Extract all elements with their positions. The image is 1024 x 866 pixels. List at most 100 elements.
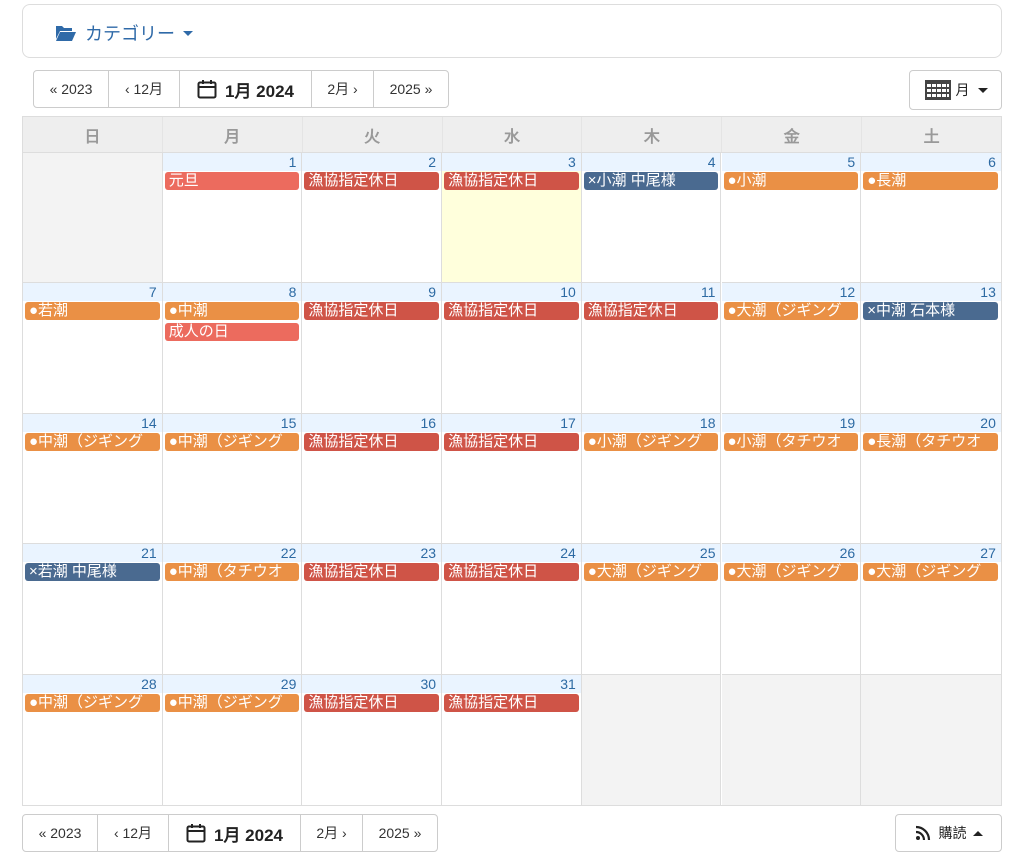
calendar-event[interactable]: ●若潮 — [25, 302, 160, 321]
calendar-event[interactable]: 漁協指定休日 — [304, 432, 440, 451]
day-number[interactable]: 15 — [162, 413, 302, 432]
day-number[interactable]: 31 — [442, 674, 581, 693]
day-number[interactable]: 22 — [162, 544, 302, 563]
subscribe-button[interactable]: 購読 — [895, 814, 1002, 852]
prev-month-button[interactable]: ‹ 12月 — [98, 815, 169, 851]
calendar-day[interactable]: 19 ●小潮（タチウオ — [721, 413, 862, 545]
view-mode-button[interactable]: 月 — [909, 70, 1002, 110]
day-number[interactable]: 6 — [861, 153, 1001, 171]
calendar-day[interactable]: 28 ●中潮（ジギング — [23, 674, 163, 805]
calendar-day[interactable]: 22 ●中潮（タチウオ — [162, 544, 303, 675]
day-number[interactable]: 18 — [581, 413, 721, 432]
calendar-day[interactable]: 9 漁協指定休日 — [302, 283, 443, 414]
day-number[interactable]: 28 — [23, 674, 162, 693]
calendar-day[interactable]: 21 ×若潮 中尾様 — [23, 544, 163, 675]
calendar-day[interactable]: 12 ●大潮（ジギング — [721, 283, 862, 414]
category-dropdown-button[interactable]: カテゴリー — [55, 20, 193, 46]
day-number[interactable]: 8 — [162, 283, 302, 302]
day-number[interactable]: 20 — [861, 413, 1001, 432]
next-year-button[interactable]: 2025 » — [389, 81, 433, 97]
calendar-event[interactable]: 漁協指定休日 — [444, 172, 579, 190]
calendar-event[interactable]: 元旦 — [164, 172, 300, 190]
calendar-event[interactable]: ●大潮（ジギング — [863, 563, 998, 582]
day-number[interactable]: 10 — [442, 283, 581, 302]
day-number[interactable]: 14 — [23, 413, 162, 432]
day-number[interactable]: 16 — [302, 413, 442, 432]
day-number[interactable]: 5 — [721, 153, 861, 171]
day-number[interactable]: 4 — [581, 153, 721, 171]
calendar-day[interactable]: 25 ●大潮（ジギング — [581, 544, 722, 675]
day-number[interactable]: 21 — [23, 544, 162, 563]
calendar-day[interactable]: 4 ×小潮 中尾様 — [581, 153, 722, 284]
calendar-day[interactable]: 17 漁協指定休日 — [442, 413, 582, 545]
calendar-event[interactable]: 成人の日 — [164, 323, 300, 342]
calendar-day[interactable]: 13 ×中潮 石本様 — [861, 283, 1001, 414]
day-number[interactable]: 25 — [581, 544, 721, 563]
day-number[interactable]: 24 — [442, 544, 581, 563]
prev-year-button[interactable]: « 2023 — [23, 815, 98, 851]
day-number[interactable]: 29 — [162, 674, 302, 693]
calendar-event[interactable]: ●大潮（ジギング — [723, 563, 859, 582]
calendar-event[interactable]: ×若潮 中尾様 — [25, 563, 160, 582]
next-year-button[interactable]: 2025 » — [378, 825, 422, 841]
calendar-day[interactable]: 14 ●中潮（ジギング — [23, 413, 163, 545]
day-number[interactable]: 2 — [302, 153, 442, 171]
current-month-button[interactable]: 1月 2024 — [180, 71, 312, 107]
calendar-event[interactable]: ●小潮（タチウオ — [723, 432, 859, 451]
day-number[interactable]: 23 — [302, 544, 442, 563]
day-number[interactable]: 27 — [861, 544, 1001, 563]
day-number[interactable]: 13 — [861, 283, 1001, 302]
calendar-event[interactable]: ●中潮（ジギング — [164, 693, 300, 712]
prev-month-button[interactable]: ‹ 12月 — [109, 71, 180, 107]
calendar-event[interactable]: 漁協指定休日 — [583, 302, 719, 321]
day-number[interactable]: 7 — [23, 283, 162, 302]
calendar-day[interactable]: 6 ●長潮 — [861, 153, 1001, 284]
calendar-day[interactable]: 5 ●小潮 — [721, 153, 862, 284]
calendar-day[interactable]: 20 ●長潮（タチウオ — [861, 413, 1001, 545]
day-number[interactable]: 1 — [162, 153, 302, 171]
calendar-event[interactable]: ●小潮 — [723, 172, 859, 190]
calendar-event[interactable]: ●小潮（ジギング — [583, 432, 719, 451]
calendar-day[interactable]: 23 漁協指定休日 — [302, 544, 443, 675]
calendar-day[interactable]: 7 ●若潮 — [23, 283, 163, 414]
day-number[interactable]: 26 — [721, 544, 861, 563]
day-number[interactable]: 30 — [302, 674, 442, 693]
calendar-day[interactable]: 8 ●中潮成人の日 — [162, 283, 303, 414]
day-number[interactable]: 19 — [721, 413, 861, 432]
calendar-day[interactable]: 18 ●小潮（ジギング — [581, 413, 722, 545]
next-month-button[interactable]: 2月 › — [301, 815, 363, 851]
day-number[interactable]: 9 — [302, 283, 442, 302]
day-number[interactable]: 11 — [581, 283, 721, 302]
calendar-event[interactable]: 漁協指定休日 — [444, 432, 579, 451]
calendar-event[interactable]: ●大潮（ジギング — [723, 302, 859, 321]
calendar-event[interactable]: ●長潮（タチウオ — [863, 432, 998, 451]
calendar-event[interactable]: 漁協指定休日 — [304, 693, 440, 712]
calendar-event[interactable]: 漁協指定休日 — [444, 302, 579, 321]
calendar-event[interactable]: ●長潮 — [863, 172, 998, 190]
calendar-day[interactable]: 27 ●大潮（ジギング — [861, 544, 1001, 675]
calendar-event[interactable]: 漁協指定休日 — [444, 563, 579, 582]
next-month-button[interactable]: 2月 › — [312, 71, 374, 107]
calendar-day[interactable]: 1 元旦 — [162, 153, 303, 284]
calendar-event[interactable]: ×小潮 中尾様 — [583, 172, 719, 190]
calendar-day[interactable]: 31 漁協指定休日 — [442, 674, 582, 805]
calendar-event[interactable]: ●中潮（ジギング — [164, 432, 300, 451]
calendar-event[interactable]: ●中潮（ジギング — [25, 693, 160, 712]
prev-year-button[interactable]: « 2023 — [34, 71, 109, 107]
calendar-day[interactable]: 29 ●中潮（ジギング — [162, 674, 303, 805]
calendar-day[interactable]: 10 漁協指定休日 — [442, 283, 582, 414]
calendar-day[interactable]: 2 漁協指定休日 — [302, 153, 443, 284]
calendar-event[interactable]: ●中潮（ジギング — [25, 432, 160, 451]
calendar-event[interactable]: 漁協指定休日 — [304, 302, 440, 321]
calendar-event[interactable]: 漁協指定休日 — [304, 172, 440, 190]
calendar-event[interactable]: 漁協指定休日 — [304, 563, 440, 582]
calendar-day[interactable]: 3 漁協指定休日 — [442, 153, 582, 284]
calendar-event[interactable]: ●中潮 — [164, 302, 300, 321]
calendar-day[interactable]: 15 ●中潮（ジギング — [162, 413, 303, 545]
day-number[interactable]: 12 — [721, 283, 861, 302]
calendar-event[interactable]: 漁協指定休日 — [444, 693, 579, 712]
calendar-day[interactable]: 26 ●大潮（ジギング — [721, 544, 862, 675]
current-month-button[interactable]: 1月 2024 — [169, 815, 301, 851]
calendar-day[interactable]: 30 漁協指定休日 — [302, 674, 443, 805]
day-number[interactable]: 17 — [442, 413, 581, 432]
